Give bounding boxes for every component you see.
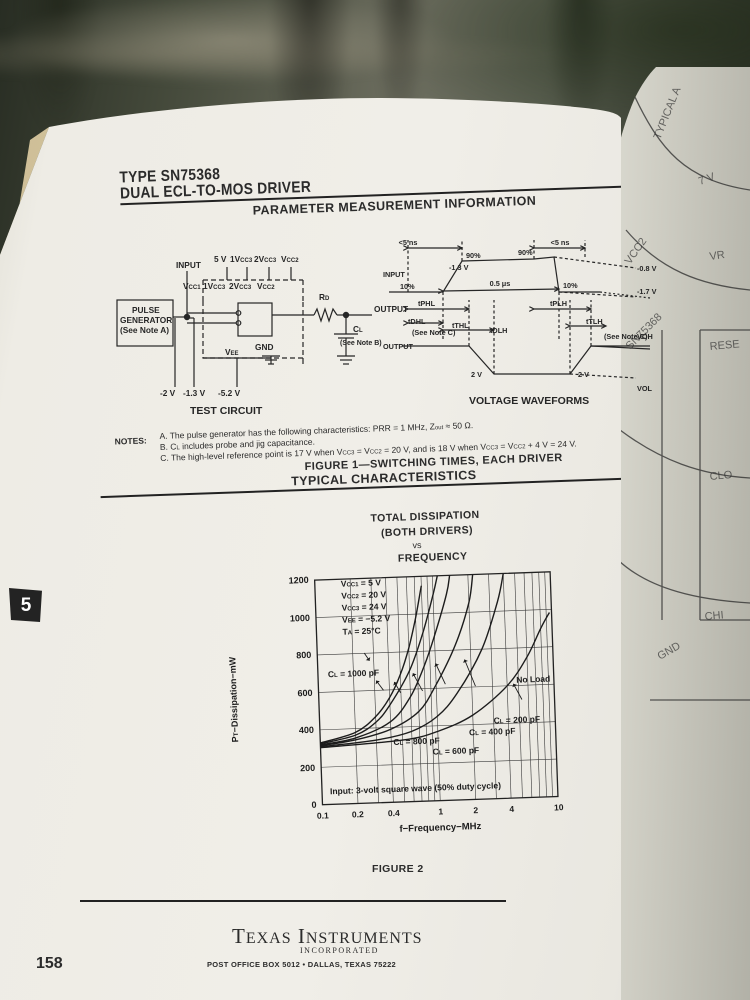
svg-text:800: 800: [296, 650, 311, 661]
svg-text:CL = 800 pF: CL = 800 pF: [393, 735, 440, 747]
svg-text:0.2: 0.2: [352, 809, 364, 819]
svg-text:-1.3 V: -1.3 V: [449, 263, 469, 272]
svg-text:PT−Dissipation−mW: PT−Dissipation−mW: [227, 656, 240, 742]
svg-text:90%: 90%: [518, 248, 533, 257]
svg-text:VEE = −5.2 V: VEE = −5.2 V: [342, 613, 391, 625]
svg-text:tDHL: tDHL: [408, 317, 426, 326]
svg-text:tDLH: tDLH: [490, 326, 507, 335]
svg-text:CL = 200 pF: CL = 200 pF: [493, 714, 540, 726]
svg-text:2: 2: [473, 805, 478, 815]
svg-text:VOLTAGE WAVEFORMS: VOLTAGE WAVEFORMS: [469, 395, 589, 407]
svg-text:600: 600: [297, 688, 312, 699]
svg-text:tTLH: tTLH: [586, 317, 603, 326]
svg-text:0.1: 0.1: [317, 810, 329, 820]
svg-text:10%: 10%: [400, 282, 415, 291]
svg-text:No Load: No Load: [516, 674, 550, 685]
svg-text:0: 0: [311, 800, 316, 810]
svg-text:1: 1: [438, 806, 443, 816]
svg-text:1000: 1000: [290, 613, 310, 624]
svg-text:f−Frequency−MHz: f−Frequency−MHz: [399, 821, 481, 835]
svg-text:GND: GND: [656, 640, 683, 663]
svg-text:CL = 600 pF: CL = 600 pF: [433, 745, 480, 757]
svg-text:10%: 10%: [563, 281, 578, 290]
svg-text:<5 ns: <5 ns: [399, 238, 418, 247]
svg-text:-0.8 V: -0.8 V: [637, 264, 657, 273]
svg-text:4: 4: [509, 804, 514, 814]
svg-text:INPUT: INPUT: [383, 270, 405, 279]
svg-text:-1.7 V: -1.7 V: [637, 287, 657, 296]
svg-text:CL = 400 pF: CL = 400 pF: [469, 726, 516, 738]
svg-text:0.4: 0.4: [388, 808, 400, 818]
svg-text:400: 400: [299, 725, 314, 736]
svg-text:TA = 25°C: TA = 25°C: [342, 625, 381, 636]
svg-text:VCC3 = 24 V: VCC3 = 24 V: [341, 601, 387, 613]
svg-text:0.5 μs: 0.5 μs: [490, 279, 511, 288]
svg-text:10: 10: [554, 802, 564, 812]
svg-text:OUTPUT: OUTPUT: [383, 342, 414, 351]
svg-text:(See Note C): (See Note C): [412, 328, 456, 337]
svg-text:VOL: VOL: [637, 384, 653, 393]
svg-text:CL = 1000 pF: CL = 1000 pF: [328, 667, 379, 679]
svg-text:2 V: 2 V: [578, 370, 589, 379]
svg-text:CHI: CHI: [704, 609, 724, 623]
svg-text:1200: 1200: [288, 575, 308, 586]
svg-text:90%: 90%: [466, 251, 481, 260]
svg-text:tPHL: tPHL: [418, 299, 436, 308]
svg-text:VOH: VOH: [637, 332, 653, 341]
svg-text:<5 ns: <5 ns: [551, 238, 570, 247]
svg-text:VCC2 = 20 V: VCC2 = 20 V: [341, 589, 387, 601]
svg-text:200: 200: [300, 763, 315, 774]
svg-text:tPLH: tPLH: [550, 299, 567, 308]
svg-text:2 V: 2 V: [471, 370, 482, 379]
